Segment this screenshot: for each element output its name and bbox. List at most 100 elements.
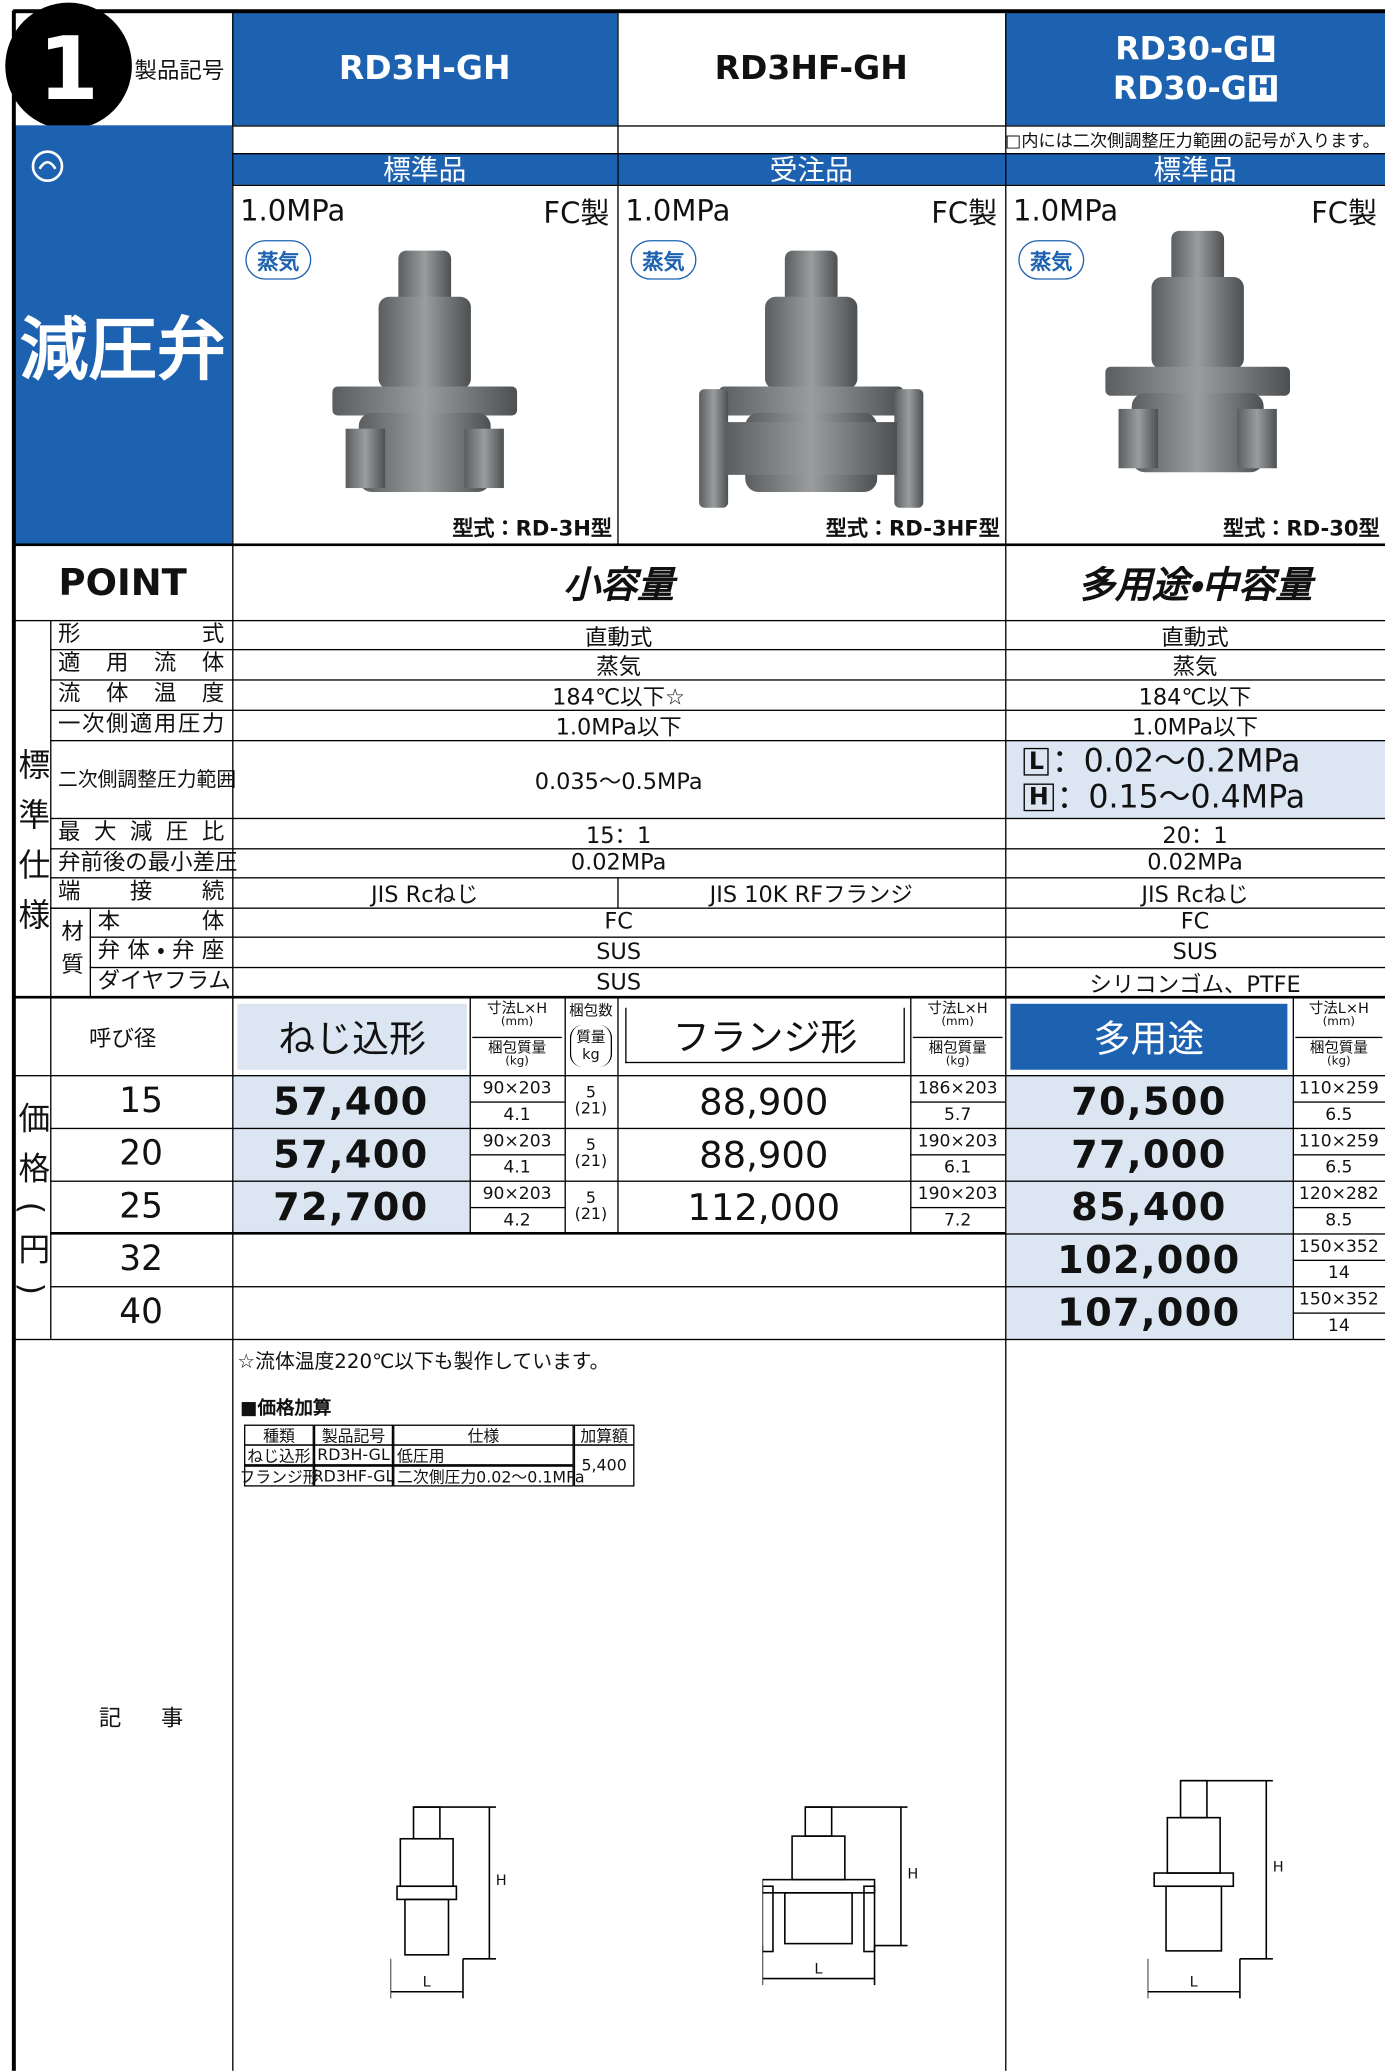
spec-label: 最大減圧比 xyxy=(58,819,225,846)
weight-header: 梱包質量 xyxy=(928,1039,987,1057)
dim-header: 寸法L×H xyxy=(1308,999,1369,1017)
dim: 110×259 xyxy=(1298,1131,1379,1152)
price-group-label: 価格(円) xyxy=(12,1100,50,1313)
price: 112,000 xyxy=(687,1185,841,1229)
model-label: 型式：RD-3HF型 xyxy=(825,515,1000,541)
range-box: L xyxy=(1023,747,1050,775)
note: □内には二次側調整圧力範囲の記号が入ります。 xyxy=(1005,131,1380,152)
range-text: ：0.02〜0.2MPa xyxy=(1051,741,1301,779)
rule-line xyxy=(50,817,1385,819)
spec-value: 蒸気 xyxy=(1172,654,1218,681)
model-label: 型式：RD-30型 xyxy=(1223,515,1380,541)
spec-value: 184℃以下 xyxy=(1138,684,1252,711)
spec-label: ダイヤフラム xyxy=(97,968,231,995)
rule-line xyxy=(232,152,1385,154)
table-cell: 低圧用 xyxy=(393,1444,574,1466)
rule-line xyxy=(1292,1206,1385,1208)
spec-value: FC xyxy=(1180,908,1210,936)
rule-line xyxy=(13,1338,1385,1340)
dim: 150×352 xyxy=(1298,1290,1379,1310)
type-label: フランジ形 xyxy=(625,1007,905,1064)
type-label: 多用途 xyxy=(1010,1003,1288,1070)
spec-label: 二次側調整圧力範囲 xyxy=(58,767,237,792)
pack: 5 xyxy=(585,1188,596,1207)
rule-line xyxy=(13,995,1385,999)
rule-line xyxy=(50,708,1385,711)
weight: 5.7 xyxy=(943,1104,972,1125)
drawing-label: L xyxy=(422,1972,431,1990)
rule-line xyxy=(616,10,618,545)
drawing-label: L xyxy=(1189,1972,1198,1990)
dim: 186×203 xyxy=(917,1078,998,1099)
spec-value: シリコンゴム、PTFE xyxy=(1089,972,1301,999)
dim-header-unit: (mm) xyxy=(500,1015,534,1029)
spec-label: 形式 xyxy=(58,621,225,648)
product-code-label: 製品記号 xyxy=(134,58,225,85)
weight: 6.5 xyxy=(1325,1157,1353,1178)
spec-value: JIS Rcねじ xyxy=(371,882,479,909)
rule-line xyxy=(50,876,1385,878)
product-code: RD3HF-GH xyxy=(714,48,908,88)
weight-header-unit: (kg) xyxy=(1326,1055,1351,1069)
medium-badge: 蒸気 xyxy=(1018,240,1085,280)
range-text: ：0.15〜0.4MPa xyxy=(1056,777,1306,815)
code-text: RD30-G xyxy=(1112,69,1247,107)
weight: 4.1 xyxy=(503,1157,531,1178)
logo-icon xyxy=(31,150,64,183)
rule-line xyxy=(1292,1259,1385,1261)
spec-value: JIS 10K RFフランジ xyxy=(709,882,913,909)
pressure: 1.0MPa xyxy=(240,194,346,228)
dim-header-unit: (mm) xyxy=(1322,1015,1356,1029)
footnote: ☆流体温度220℃以下も製作しています。 xyxy=(237,1348,610,1373)
price: 102,000 xyxy=(1005,1233,1293,1287)
weight: 6.1 xyxy=(943,1157,972,1178)
weight: 14 xyxy=(1327,1262,1350,1283)
pack: 5 xyxy=(585,1082,596,1102)
drawing-label: H xyxy=(1272,1857,1284,1876)
spec-value: SUS xyxy=(596,938,642,965)
table-cell: ねじ込形 xyxy=(244,1444,314,1466)
material: FC製 xyxy=(931,197,998,231)
status-label: 標準品 xyxy=(232,153,618,186)
weight-header: 梱包質量 xyxy=(488,1039,547,1057)
pack-weight: (21) xyxy=(574,1204,608,1223)
product-code: RD3H-GH xyxy=(232,10,618,126)
material: FC製 xyxy=(1311,197,1378,231)
spec-value: 蒸気 xyxy=(596,654,642,681)
type-label: ねじ込形 xyxy=(237,1003,467,1070)
spec-value: L ：0.02〜0.2MPa H ：0.15〜0.4MPa xyxy=(1005,739,1385,818)
price: 57,400 xyxy=(232,1127,470,1181)
pressure: 1.0MPa xyxy=(1013,194,1119,228)
price: 72,700 xyxy=(232,1180,470,1234)
pressure: 1.0MPa xyxy=(625,194,731,228)
spec-value: 1.0MPa以下 xyxy=(1131,714,1259,742)
rule-line xyxy=(13,619,1385,621)
pack-weight-header: 質量 kg xyxy=(569,1024,613,1068)
rule-line xyxy=(13,1074,1385,1076)
spec-group-label: 標準仕様 xyxy=(12,747,50,949)
point-text: 小容量 xyxy=(563,562,675,607)
table-header: 製品記号 xyxy=(313,1424,394,1446)
price: 77,000 xyxy=(1005,1127,1293,1181)
weight: 8.5 xyxy=(1325,1210,1353,1231)
dim: 90×203 xyxy=(482,1131,552,1152)
spec-label: 適用流体 xyxy=(58,650,225,677)
rule-line xyxy=(468,997,471,1234)
dim-header-unit: (mm) xyxy=(941,1015,974,1029)
table-header: 仕様 xyxy=(393,1424,574,1446)
model-label: 型式：RD-3H型 xyxy=(452,515,613,541)
spec-value: 0.02MPa xyxy=(570,849,667,876)
weight: 4.2 xyxy=(503,1210,531,1231)
weight: 6.5 xyxy=(1325,1104,1353,1125)
pack-weight: (21) xyxy=(574,1098,608,1118)
rule-line xyxy=(469,1206,565,1208)
rule-line xyxy=(50,906,1385,909)
table-cell: フランジ形 xyxy=(239,1465,319,1487)
size-label: 呼び径 xyxy=(89,1026,157,1053)
rule-line xyxy=(912,1036,1003,1038)
rule-line xyxy=(50,1127,1385,1129)
rule-line xyxy=(1295,1036,1383,1038)
dimension-drawing xyxy=(1147,1779,1273,1999)
point-label: POINT xyxy=(58,560,187,605)
